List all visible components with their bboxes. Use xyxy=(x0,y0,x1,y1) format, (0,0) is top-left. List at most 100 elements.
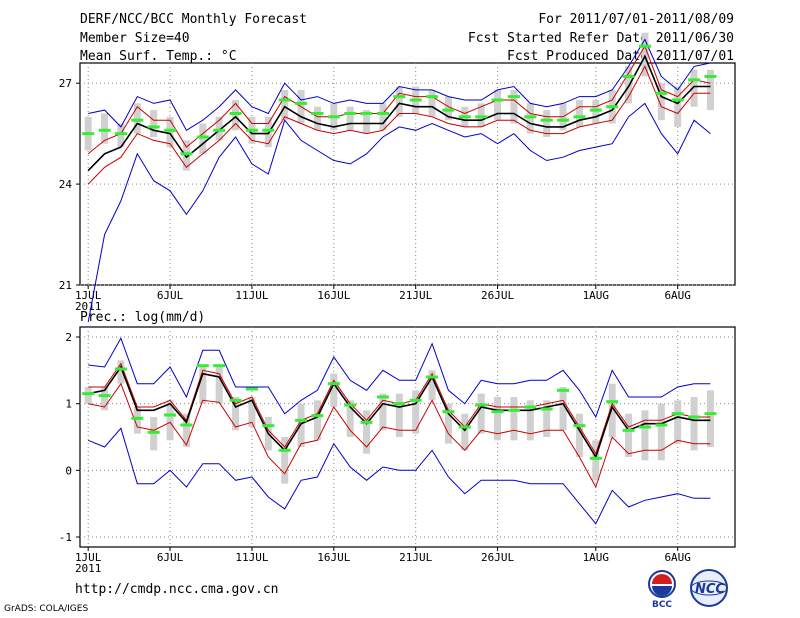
variable-label: Mean Surf. Temp.: °C xyxy=(80,49,237,64)
panel1-spread-box xyxy=(215,116,223,141)
panel1-spread-box xyxy=(494,89,502,121)
panel2-spread-box xyxy=(641,410,649,461)
panel2-line-ensemble-min xyxy=(88,427,711,525)
panel1-spread-box xyxy=(101,113,109,144)
chart-title: DERF/NCC/BCC Monthly Forecast xyxy=(80,12,307,27)
panel1-spread-box xyxy=(477,103,485,127)
panel1-spread-box xyxy=(706,69,714,111)
panel1-spread-box xyxy=(117,123,125,148)
panel2-spread-box xyxy=(706,390,714,447)
panel2-spread-box xyxy=(363,410,371,454)
panel2-spread-box xyxy=(330,373,338,407)
panel2-spread-box xyxy=(84,387,92,404)
panel1-xtick-label: 26JUL xyxy=(481,289,514,302)
panel2-ytick-label: 2 xyxy=(65,331,72,344)
panel2-spread-box xyxy=(281,437,289,484)
panel2-spread-box xyxy=(248,397,256,427)
panel1-spread-box xyxy=(657,83,665,121)
panel2-spread-box xyxy=(101,387,109,411)
panel2-spread-box xyxy=(674,400,682,444)
panel2-xtick-label: 21JUL xyxy=(399,551,432,564)
panel2-line-ensemble-max xyxy=(88,337,711,419)
member-size-label: Member Size=40 xyxy=(80,31,190,46)
panel2-spread-box xyxy=(461,413,469,451)
panel2-spread-box xyxy=(297,403,305,447)
bcc-logo-bottom xyxy=(652,586,672,596)
panel1-xtick-label: 11JUL xyxy=(235,289,268,302)
panel1-spread-box xyxy=(281,89,289,121)
panel2-xtick-label: 6AUG xyxy=(664,551,691,564)
panel1-spread-box xyxy=(575,100,583,127)
panel1-spread-box xyxy=(264,116,272,148)
panel1-spread-box xyxy=(690,69,698,107)
forecast-period: For 2011/07/01-2011/08/09 xyxy=(538,12,734,27)
panel2-spread-box xyxy=(346,400,354,437)
panel1-spread-box xyxy=(526,103,534,134)
panel1-spread-box xyxy=(232,100,240,131)
panel2-spread-box xyxy=(412,390,420,434)
panel1-ytick-label: 24 xyxy=(59,178,73,191)
panel2-ytick-label: 0 xyxy=(65,464,72,477)
panel2-spread-box xyxy=(232,397,240,431)
panel1-spread-box xyxy=(379,103,387,131)
panel1-xtick-label: 1AUG xyxy=(583,289,610,302)
panel1-spread-box xyxy=(182,140,190,171)
panel1-spread-box xyxy=(592,100,600,124)
panel1-spread-box xyxy=(674,86,682,127)
panel1-line-ensemble-max xyxy=(88,38,711,132)
fcst-produced-date: Fcst Produced Date 2011/07/01 xyxy=(507,49,734,64)
panel2-xtick-label: 1JUL xyxy=(75,551,102,564)
panel2-year-label: 2011 xyxy=(75,562,102,575)
panel1-spread-box xyxy=(133,103,141,134)
panel1-spread-box xyxy=(444,96,452,121)
panel1-frame xyxy=(79,62,736,286)
panel2-spread-box xyxy=(575,413,583,457)
panel2-xtick-label: 11JUL xyxy=(235,551,268,564)
panel2-spread-box xyxy=(657,403,665,461)
panel2-spread-box xyxy=(133,407,141,434)
bcc-logo: BCC xyxy=(648,570,676,608)
panel2-spread-box xyxy=(444,403,452,444)
panel1-spread-box xyxy=(625,66,633,104)
panel1-spread-box xyxy=(395,86,403,117)
ncc-logo-text: NCC xyxy=(695,582,725,597)
panel2-xtick-label: 6JUL xyxy=(157,551,184,564)
grads-credit: GrADS: COLA/IGES xyxy=(4,604,89,614)
panel2-xtick-label: 1AUG xyxy=(583,551,610,564)
panel2-spread-box xyxy=(215,367,223,404)
source-url[interactable]: http://cmdp.ncc.cma.gov.cn xyxy=(75,582,279,597)
panel2-spread-box xyxy=(608,383,616,437)
panel1-spread-box xyxy=(428,89,436,117)
panel1-spread-box xyxy=(150,110,158,137)
panel1-line-ensemble-min xyxy=(87,102,711,323)
ncc-logo-orbit xyxy=(690,580,728,596)
panel1-year-label: 2011 xyxy=(75,300,102,313)
panel1-xtick-label: 1JUL xyxy=(75,289,102,302)
panel2-line-ensemble-mean xyxy=(88,365,711,459)
panel2-spread-box xyxy=(526,400,534,441)
panel2-spread-box xyxy=(182,413,190,447)
panel1-xtick-label: 21JUL xyxy=(399,289,432,302)
panel2-spread-box xyxy=(395,393,403,437)
panel2-spread-box xyxy=(477,393,485,434)
bcc-logo-text: BCC xyxy=(652,600,672,608)
panel1-line-lower-percentile xyxy=(87,65,711,185)
panel1-spread-box xyxy=(199,123,207,154)
panel2-spread-box xyxy=(559,387,567,431)
panel2-spread-box xyxy=(494,397,502,441)
panel2-spread-box xyxy=(199,367,207,404)
panel1-line-upper-percentile xyxy=(87,45,711,155)
bcc-logo-top xyxy=(652,574,672,584)
panel2-spread-box xyxy=(166,400,174,441)
ncc-logo: NCC xyxy=(690,569,728,607)
panel2-spread-box xyxy=(690,397,698,451)
panel1-spread-box xyxy=(166,116,174,148)
panel2-spread-box xyxy=(543,400,551,437)
panel2-ytick-label: -1 xyxy=(59,531,72,544)
panel2-frame xyxy=(79,326,736,548)
panel2-xtick-label: 16JUL xyxy=(317,551,350,564)
fcst-started-date: Fcst Started Refer Date 2011/06/30 xyxy=(467,31,734,46)
panel1-spread-box xyxy=(313,106,321,131)
panel2-spread-box xyxy=(625,413,633,457)
panel2-spread-box xyxy=(313,400,321,441)
